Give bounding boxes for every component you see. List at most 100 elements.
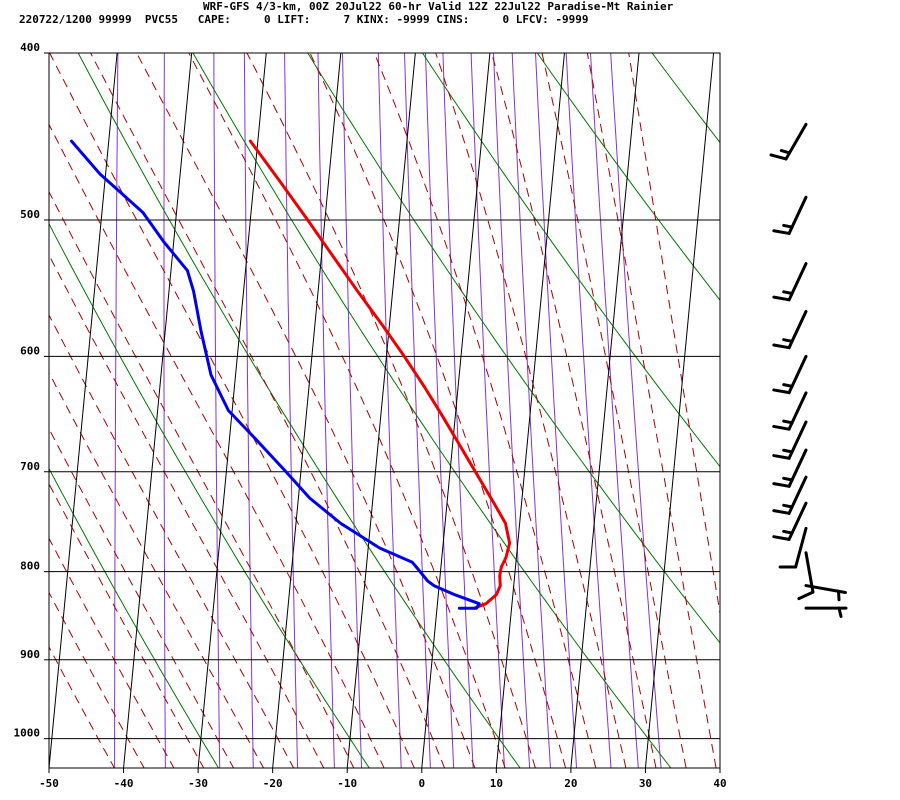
- chart-title-text: WRF-GFS 4/3-km, 00Z 20Jul22 60-hr Valid …: [203, 0, 674, 13]
- wind-barb: [804, 606, 848, 618]
- y-tick-label: 600: [20, 344, 40, 357]
- dry-adiabat: [421, 53, 720, 468]
- isotherm: [495, 53, 565, 768]
- x-tick-label: 40: [713, 777, 726, 790]
- barb-flag: [797, 590, 815, 601]
- barb-half-flag: [837, 606, 843, 618]
- barb-staff: [794, 526, 808, 569]
- moist-adiabat: [49, 53, 415, 768]
- mixing-ratio-line: [213, 53, 221, 768]
- barb-half-flag: [782, 529, 794, 535]
- mixing-ratio-line: [534, 53, 578, 768]
- moist-adiabat: [49, 591, 145, 768]
- y-tick-label: 400: [20, 41, 40, 54]
- wind-barb: [772, 501, 808, 541]
- barb-flag: [772, 454, 791, 460]
- barb-half-flag: [782, 476, 794, 482]
- mixing-ratio-line: [492, 53, 531, 768]
- dry-adiabat: [752, 34, 900, 782]
- mixing-ratio-line: [403, 53, 431, 768]
- wind-barb: [772, 475, 808, 515]
- sounding-indices: 220722/1200 99999 PVC55 CAPE: 0 LIFT: 7 …: [0, 13, 900, 27]
- wind-barb: [772, 420, 808, 460]
- barb-staff: [804, 551, 815, 594]
- moist-adiabat: [90, 53, 446, 768]
- x-tick-label: -20: [263, 777, 283, 790]
- isotherm: [197, 53, 267, 768]
- barb-half-flag: [782, 223, 794, 229]
- moist-adiabat: [49, 313, 295, 768]
- moist-adiabat: [491, 53, 657, 768]
- x-tick-label: -10: [337, 777, 357, 790]
- y-tick-label: 800: [20, 560, 40, 573]
- barb-half-flag: [782, 290, 794, 295]
- moist-adiabat: [49, 427, 235, 768]
- x-axis: -50 -40 -30 -20 -10 0 10 20 30 40: [39, 768, 727, 790]
- mixing-ratio-line: [341, 53, 363, 768]
- x-tick-label: -30: [188, 777, 208, 790]
- y-tick-label: 900: [20, 648, 40, 661]
- mixing-ratio-line: [163, 53, 166, 768]
- barb-flag: [769, 153, 788, 161]
- x-tick-label: 0: [418, 777, 425, 790]
- dry-adiabat: [651, 53, 720, 144]
- temperature-line: [248, 139, 512, 610]
- moist-adiabat: [49, 123, 385, 768]
- moist-adiabat: [541, 53, 687, 768]
- barb-half-flag: [782, 448, 794, 454]
- x-tick-label: 20: [564, 777, 577, 790]
- mixing-ratio-line: [284, 53, 299, 768]
- mixing-ratio-line: [470, 53, 506, 768]
- wind-barbs: [769, 122, 848, 618]
- x-tick-label: -40: [114, 777, 134, 790]
- moist-adiabat: [435, 53, 627, 768]
- moist-adiabat: [49, 482, 205, 768]
- x-tick-label: 10: [490, 777, 503, 790]
- chart-title: WRF-GFS 4/3-km, 00Z 20Jul22 60-hr Valid …: [0, 0, 900, 14]
- barb-flag: [772, 482, 791, 488]
- barb-flag: [772, 424, 791, 431]
- wind-barb: [772, 195, 808, 235]
- wind-barb: [769, 122, 808, 161]
- dry-adiabat: [49, 467, 220, 768]
- sounding-indices-text: 220722/1200 99999 PVC55 CAPE: 0 LIFT: 7 …: [19, 13, 589, 26]
- barb-half-flag: [779, 149, 791, 155]
- moist-adiabat: [188, 53, 506, 768]
- barb-flag: [772, 509, 791, 515]
- mixing-ratio-line: [589, 53, 639, 768]
- wind-barb: [778, 526, 808, 569]
- dry-adiabat: [49, 222, 370, 768]
- y-axis: 400 500 600 700 800 900 1000: [14, 41, 49, 740]
- mixing-ratio-line: [114, 53, 119, 768]
- moist-adiabat: [136, 53, 476, 768]
- barb-flag: [772, 388, 791, 395]
- moist-adiabat: [49, 371, 265, 768]
- isotherm: [272, 53, 342, 768]
- dry-adiabat: [866, 34, 900, 782]
- moist-adiabat: [49, 537, 175, 768]
- y-tick-label: 1000: [14, 727, 41, 740]
- x-tick-label: 30: [639, 777, 652, 790]
- plot-frame: [48, 52, 721, 769]
- isotherm: [719, 762, 720, 768]
- mixing-ratio-line: [424, 53, 455, 768]
- barb-half-flag: [782, 338, 794, 343]
- wind-barb: [772, 309, 808, 350]
- mixing-ratio-line: [511, 53, 552, 768]
- barb-half-flag: [782, 503, 794, 509]
- barb-flag: [772, 343, 791, 350]
- moist-adiabat: [49, 645, 115, 768]
- background-lines: [49, 34, 900, 782]
- moist-adiabat: [49, 254, 325, 768]
- sounding-traces: [70, 139, 512, 610]
- wind-barb: [772, 391, 808, 431]
- isotherm: [644, 53, 715, 768]
- isotherm: [49, 53, 118, 768]
- dry-adiabat: [77, 53, 521, 768]
- isotherm: [421, 53, 491, 768]
- dewpoint-line: [70, 139, 481, 610]
- moist-adiabat: [373, 53, 597, 768]
- moist-adiabat: [586, 53, 717, 768]
- isotherm: [570, 53, 640, 768]
